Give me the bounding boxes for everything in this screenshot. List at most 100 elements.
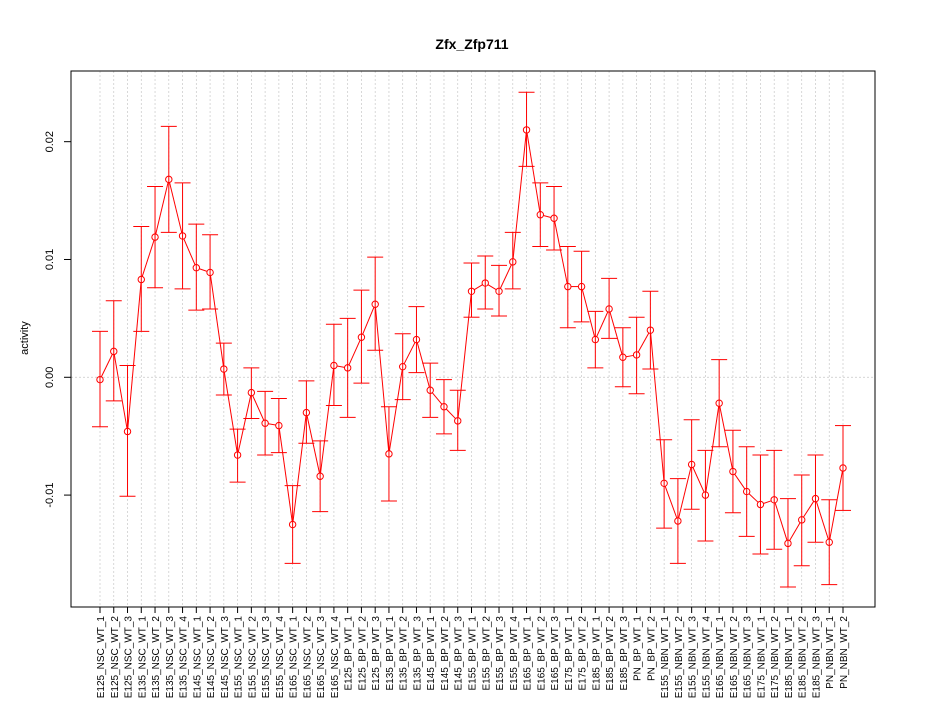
- data-point: [385, 450, 393, 458]
- series-line-segment: [268, 423, 276, 426]
- series-line-segment: [183, 238, 196, 265]
- data-point: [192, 264, 201, 272]
- x-tick-label: E165_BP_WT_1: [523, 616, 534, 691]
- x-tick-label: E175_NBN_WT_2: [770, 616, 781, 699]
- series-line-segment: [416, 342, 430, 388]
- data-point: [825, 538, 833, 546]
- y-tick-label: 0.02: [44, 131, 56, 152]
- series-line-segment: [748, 493, 759, 503]
- series-line-segment: [719, 406, 733, 469]
- x-tick-label: E185_NBN_WT_2: [798, 616, 809, 699]
- series-line-segment: [734, 473, 746, 490]
- series-line-segment: [763, 500, 772, 504]
- data-point: [220, 365, 228, 373]
- x-tick-label: E135_NSC_WT_3: [165, 616, 176, 699]
- data-point: [564, 282, 572, 291]
- x-tick-label: E185_NBN_WT_3: [811, 616, 822, 699]
- y-tick-label: 0.00: [44, 367, 56, 388]
- data-point: [96, 375, 104, 384]
- x-tick-label: PN_BP_WT_2: [646, 616, 657, 681]
- series-line-segment: [336, 365, 345, 368]
- data-point: [550, 214, 558, 222]
- data-point: [729, 467, 737, 476]
- series-line-segment: [625, 354, 634, 358]
- series-line-segment: [100, 354, 113, 377]
- series-line-segment: [637, 332, 650, 353]
- x-tick-label: E165_BP_WT_3: [550, 616, 561, 691]
- series-line-segment: [789, 522, 801, 541]
- data-point: [619, 353, 627, 361]
- series-line-segment: [431, 392, 443, 405]
- x-tick-label: E155_NBN_WT_2: [674, 616, 685, 699]
- x-tick-label: E125_BP_WT_3: [371, 616, 382, 691]
- data-point: [467, 287, 476, 295]
- data-point: [178, 232, 187, 240]
- x-tick-label: E125_NSC_WT_1: [96, 616, 107, 699]
- data-point: [330, 361, 338, 370]
- series-line-segment: [487, 284, 497, 291]
- x-tick-label: E145_NSC_WT_3: [220, 616, 231, 699]
- data-point: [495, 287, 503, 295]
- series-line-segment: [237, 395, 252, 453]
- data-point: [784, 539, 792, 548]
- y-tick-label: -0.01: [44, 483, 56, 508]
- x-tick-label: E175_BP_WT_2: [578, 616, 589, 691]
- x-tick-label: E165_NBN_WT_2: [729, 616, 740, 699]
- data-point: [509, 258, 517, 266]
- y-axis: -0.01 0.00 0.01 0.02: [44, 131, 71, 508]
- data-point: [206, 268, 214, 277]
- data-point: [646, 326, 655, 334]
- series-line-segment: [543, 215, 552, 218]
- x-tick-label: E125_NSC_WT_3: [124, 616, 135, 699]
- x-tick-label: E175_NBN_WT_1: [756, 616, 767, 699]
- series-line-segment: [705, 406, 720, 492]
- data-point: [577, 282, 586, 291]
- data-point: [605, 305, 613, 313]
- x-tick-label: PN_BP_WT_1: [633, 616, 644, 681]
- series-line-segment: [473, 284, 483, 291]
- gridlines: [71, 71, 875, 607]
- series-line-segment: [609, 311, 623, 355]
- series-line-segment: [678, 467, 692, 519]
- data-point: [412, 335, 421, 344]
- data-point: [715, 399, 723, 407]
- data-point: [811, 494, 820, 503]
- series-line-segment: [348, 339, 361, 366]
- series-line-segment: [199, 268, 208, 272]
- data-point: [536, 211, 544, 219]
- data-point: [371, 300, 379, 308]
- series-line-segment: [388, 369, 403, 451]
- series-line-segment: [252, 395, 265, 421]
- series-line-segment: [155, 182, 169, 235]
- data-point: [165, 175, 173, 184]
- data-point: [756, 500, 765, 509]
- data-point: [522, 126, 531, 134]
- x-tick-label: E135_NSC_WT_2: [151, 616, 162, 699]
- series-line-segment: [650, 333, 665, 481]
- x-tick-label: E135_NSC_WT_1: [137, 616, 148, 699]
- series-line-segment: [127, 282, 142, 429]
- x-tick-label: E155_NBN_WT_3: [688, 616, 699, 699]
- x-tick-label: E135_BP_WT_3: [412, 616, 423, 691]
- x-tick-label: E175_BP_WT_1: [564, 616, 575, 691]
- x-tick-label: E155_NSC_WT_1: [234, 616, 245, 699]
- x-tick-label: E145_BP_WT_3: [454, 616, 465, 691]
- x-tick-label: E135_BP_WT_1: [385, 616, 396, 691]
- x-tick-label: E185_BP_WT_2: [605, 616, 616, 691]
- series-line-segment: [829, 471, 843, 540]
- series-group: [92, 91, 851, 588]
- x-tick-label: E165_NSC_WT_1: [289, 616, 300, 699]
- x-tick-label: E135_NSC_WT_4: [179, 616, 190, 699]
- data-point: [151, 233, 159, 241]
- series-line-segment: [457, 294, 472, 418]
- series-line-segment: [403, 342, 416, 365]
- x-tick-label: E155_NBN_WT_1: [660, 616, 671, 699]
- x-tick-label: E165_NSC_WT_3: [316, 616, 327, 699]
- data-point: [481, 279, 489, 287]
- x-tick-label: E135_BP_WT_2: [399, 616, 410, 691]
- data-point: [261, 419, 269, 427]
- data-point: [426, 386, 434, 394]
- data-point: [233, 451, 242, 459]
- series-line-segment: [554, 221, 568, 284]
